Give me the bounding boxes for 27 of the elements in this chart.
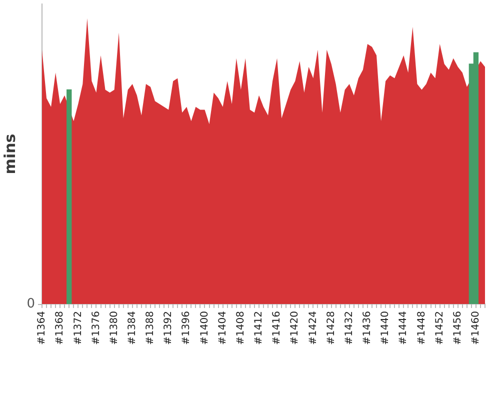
x-tick-label: #1372	[72, 311, 84, 345]
x-tick-label: #1440	[380, 311, 392, 345]
text: 0	[26, 296, 35, 312]
x-tick-label: #1384	[127, 311, 138, 345]
x-tick-label: #1388	[145, 311, 156, 345]
x-tick-label: #1452	[434, 311, 446, 345]
x-tick-label: #1416	[272, 311, 283, 345]
x-tick-label: #1408	[235, 311, 246, 345]
x-tick-label: #1364	[36, 311, 48, 345]
x-tick-label: #1456	[452, 311, 464, 345]
x-tick-label: #1404	[217, 311, 228, 345]
x-tick-label: #1412	[254, 311, 265, 345]
x-tick-label: #1436	[362, 311, 374, 345]
x-tick-label: #1424	[308, 311, 319, 345]
x-tick-label: #1376	[90, 311, 102, 345]
x-tick-label: #1400	[199, 311, 210, 345]
x-tick-label: #1420	[290, 311, 301, 345]
y-axis-title: mins	[0, 134, 19, 174]
x-tick-label: #1448	[416, 311, 428, 345]
x-tick-label: #1368	[54, 311, 66, 345]
x-tick-label: #1380	[108, 311, 120, 345]
x-tick-label: #1432	[344, 311, 355, 345]
x-tick-label: #1428	[326, 311, 337, 345]
x-tick-label: #1392	[163, 311, 174, 345]
x-tick-label: #1460	[470, 311, 482, 345]
x-tick-label: #1444	[398, 311, 410, 345]
x-tick-label: #1396	[181, 311, 192, 345]
